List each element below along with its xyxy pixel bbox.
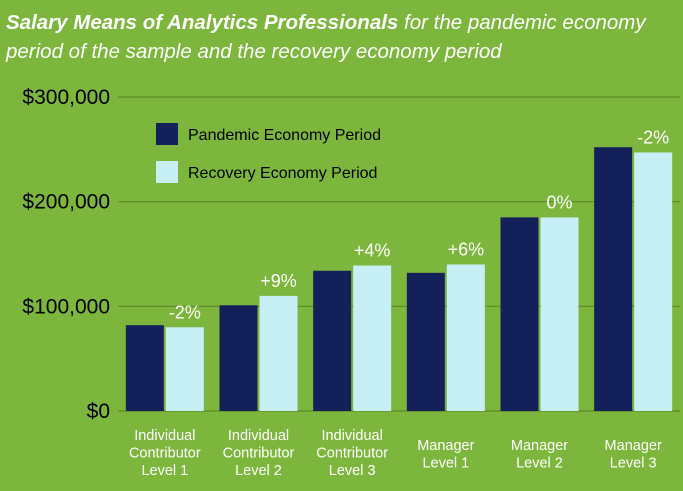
y-axis: $0 $100,000 $200,000 $300,000 — [22, 86, 110, 423]
data-label: +4% — [354, 241, 391, 261]
y-tick-label: $100,000 — [22, 295, 110, 318]
category-label: Manager — [417, 438, 474, 454]
category-label: Level 2 — [516, 456, 563, 472]
data-label: 0% — [546, 192, 572, 212]
bar-pandemic — [406, 272, 445, 411]
gridlines — [118, 96, 680, 412]
bar-recovery — [634, 152, 673, 411]
bar-recovery — [259, 295, 298, 411]
chart-title-bold: Salary Means of Analytics Professionals — [6, 11, 399, 34]
category-label: Level 2 — [235, 463, 282, 479]
category-label: Level 1 — [422, 456, 469, 472]
category-label: Level 3 — [329, 463, 376, 479]
data-label: +6% — [448, 239, 485, 259]
y-tick-label: $300,000 — [22, 86, 110, 109]
category-label: Level 3 — [610, 456, 657, 472]
bar-pandemic — [313, 270, 352, 411]
y-tick-label: $0 — [87, 400, 110, 423]
data-label: -2% — [637, 127, 669, 147]
legend-swatch — [156, 123, 178, 145]
legend-label: Recovery Economy Period — [188, 165, 377, 182]
data-labels: -2% +9% +4% +6% 0% -2% — [169, 127, 669, 322]
category-label: Manager — [511, 438, 568, 454]
category-label: Manager — [605, 438, 662, 454]
category-label: Individual — [228, 428, 289, 444]
bar-pandemic — [125, 325, 164, 411]
category-label: Level 1 — [141, 463, 188, 479]
category-label: Individual — [134, 428, 195, 444]
chart-title: Salary Means of Analytics Professionals … — [6, 8, 676, 66]
bar-pandemic — [219, 305, 258, 411]
legend-swatch — [156, 161, 178, 183]
bar-recovery — [540, 217, 579, 411]
legend: Pandemic Economy Period Recovery Economy … — [156, 123, 381, 183]
bars — [125, 147, 673, 412]
y-tick-label: $200,000 — [22, 191, 110, 214]
category-label: Individual — [322, 428, 383, 444]
bar-pandemic — [594, 147, 633, 412]
category-label: Contributor — [316, 446, 388, 462]
chart-title-rest: for the pandemic economy period of the s… — [6, 11, 646, 63]
category-label: Contributor — [223, 446, 295, 462]
data-label: +9% — [260, 271, 297, 291]
data-label: -2% — [169, 302, 201, 322]
bar-recovery — [353, 265, 392, 411]
bar-pandemic — [500, 217, 539, 411]
bar-recovery — [446, 264, 485, 411]
category-label: Contributor — [129, 446, 201, 462]
legend-label: Pandemic Economy Period — [188, 127, 381, 144]
bar-recovery — [165, 327, 204, 411]
